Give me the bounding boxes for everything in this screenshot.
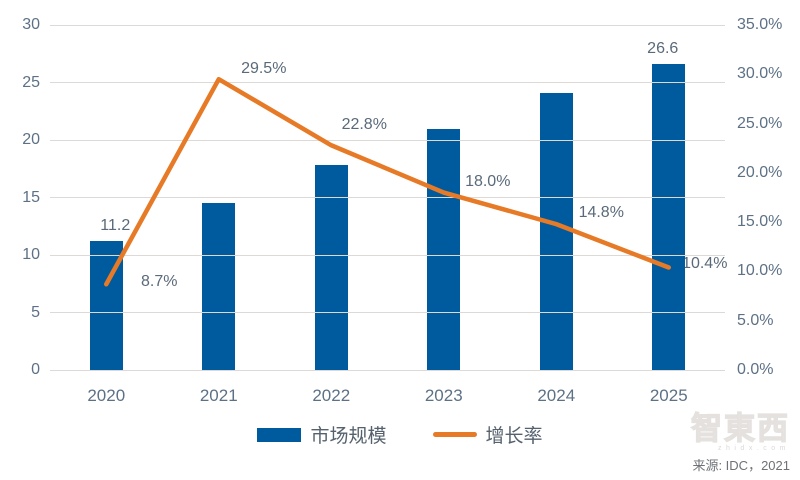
- y-axis-tick-label: 0: [31, 361, 40, 378]
- line-series-swatch: [432, 432, 477, 437]
- legend-label-market-size: 市场规模: [310, 426, 387, 447]
- bar-value-label: 11.2: [100, 217, 131, 235]
- secondary-axis-tick-label: 15.0%: [737, 213, 783, 231]
- gridline: [50, 82, 725, 83]
- secondary-axis-tick-label: 25.0%: [737, 114, 783, 132]
- x-axis-label: 2024: [537, 386, 576, 405]
- bar: [652, 64, 686, 370]
- source-note: 来源: IDC，2021: [692, 458, 790, 473]
- x-axis-label: 2025: [649, 386, 688, 405]
- gridline: [50, 369, 725, 371]
- line-value-label: 18.0%: [465, 172, 511, 190]
- secondary-axis-tick-label: 10.0%: [737, 262, 783, 280]
- bar: [314, 165, 348, 370]
- gridline: [50, 24, 725, 26]
- x-axis-label: 2023: [424, 386, 463, 405]
- bar-series-swatch: [257, 427, 302, 442]
- line-value-label: 8.7%: [141, 273, 178, 291]
- legend: 市场规模 增长率: [0, 421, 800, 448]
- growth-rate-polyline: [104, 76, 671, 287]
- legend-item-growth-rate: 增长率: [432, 421, 543, 448]
- secondary-axis-tick-label: 35.0%: [737, 16, 783, 33]
- gridline: [50, 197, 725, 198]
- y-axis-tick-label: 10: [22, 246, 40, 263]
- y-axis-tick-label: 20: [22, 131, 40, 148]
- line-value-label: 29.5%: [241, 60, 287, 78]
- bar: [202, 203, 236, 370]
- bar: [539, 92, 573, 370]
- watermark-logo: 智東西: [690, 411, 790, 446]
- x-axis-label: 2022: [312, 386, 351, 405]
- line-value-label: 22.8%: [341, 116, 387, 134]
- y-axis-tick-label: 25: [22, 73, 40, 91]
- x-axis-label: 2021: [199, 386, 238, 405]
- secondary-axis-tick-label: 30.0%: [737, 65, 783, 83]
- watermark-subtext: zhidx.com: [717, 445, 790, 452]
- secondary-axis-tick-label: 5.0%: [737, 311, 774, 329]
- bar: [89, 241, 123, 370]
- line-value-label: 10.4%: [682, 255, 728, 273]
- secondary-axis-tick-label: 0.0%: [737, 361, 774, 378]
- y-axis-tick-label: 30: [22, 16, 40, 33]
- gridline: [50, 254, 725, 256]
- legend-label-growth-rate: 增长率: [485, 426, 543, 447]
- secondary-axis-tick-label: 20.0%: [737, 163, 783, 181]
- bar-value-label: 26.6: [647, 40, 679, 58]
- line-value-label: 14.8%: [578, 204, 624, 222]
- brand-and-source: 智東西 zhidx.com 来源: IDC，2021: [690, 411, 790, 474]
- bar: [427, 128, 461, 370]
- gridline: [50, 312, 725, 313]
- y-axis-tick-label: 15: [22, 188, 40, 206]
- legend-item-market-size: 市场规模: [257, 421, 387, 448]
- gridline: [50, 139, 725, 141]
- y-axis-tick-label: 5: [31, 303, 40, 321]
- x-axis-label: 2020: [87, 386, 126, 405]
